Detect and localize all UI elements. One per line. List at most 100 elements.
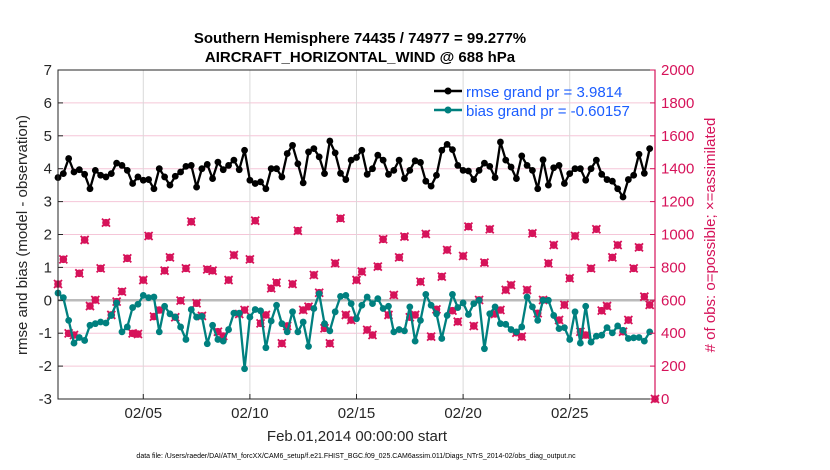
obs-assimilated-marker bbox=[399, 232, 410, 242]
rmse-point bbox=[630, 171, 638, 179]
obs-assimilated-marker bbox=[469, 321, 479, 331]
obs-assimilated-marker bbox=[90, 295, 100, 305]
rmse-point bbox=[283, 150, 291, 157]
bias-point bbox=[395, 326, 403, 333]
y2-tick-label: 600 bbox=[661, 292, 686, 309]
rmse-point bbox=[107, 170, 115, 178]
bias-point bbox=[113, 299, 121, 307]
rmse-point bbox=[385, 170, 392, 178]
bias-point bbox=[177, 323, 184, 331]
bias-point bbox=[624, 335, 632, 342]
bias-point bbox=[139, 291, 147, 299]
rmse-point bbox=[209, 175, 216, 182]
y-tick-label: 4 bbox=[44, 161, 52, 178]
x-axis-label: Feb.01,2014 00:00:00 start bbox=[267, 428, 448, 445]
rmse-point bbox=[470, 176, 478, 183]
bias-point bbox=[246, 313, 254, 321]
obs-assimilated-marker bbox=[181, 263, 191, 274]
bias-point bbox=[454, 304, 462, 311]
bias-point bbox=[582, 302, 590, 310]
rmse-point bbox=[235, 166, 243, 174]
bias-point bbox=[278, 320, 286, 328]
bias-point bbox=[342, 291, 350, 299]
rmse-point bbox=[619, 193, 627, 201]
rmse-point bbox=[91, 166, 99, 174]
obs-assimilated-marker bbox=[570, 231, 580, 241]
y2-axis-label: # of obs: o=possible; ×=assimilated bbox=[702, 118, 719, 353]
bias-point bbox=[587, 338, 595, 346]
obs-assimilated-marker bbox=[378, 234, 388, 244]
rmse-point bbox=[342, 176, 350, 183]
rmse-point bbox=[321, 170, 328, 178]
rmse-point bbox=[326, 137, 334, 145]
bias-point bbox=[358, 301, 366, 309]
bias-point bbox=[65, 316, 73, 324]
rmse-point bbox=[422, 177, 430, 185]
rmse-point bbox=[379, 156, 387, 164]
rmse-point bbox=[443, 140, 451, 148]
rmse-point bbox=[214, 158, 222, 166]
rmse-point bbox=[134, 173, 142, 181]
obs-assimilated-marker bbox=[602, 301, 612, 311]
bias-point bbox=[241, 365, 248, 373]
obs-assimilated-marker bbox=[335, 213, 346, 224]
obs-assimilated-marker bbox=[394, 252, 404, 263]
obs-assimilated-marker bbox=[522, 285, 532, 295]
obs-assimilated-marker bbox=[101, 218, 111, 228]
bias-point bbox=[560, 324, 568, 332]
rmse-point bbox=[582, 176, 590, 184]
obs-assimilated-marker bbox=[645, 300, 655, 310]
obs-assimilated-marker bbox=[373, 261, 383, 272]
rmse-point bbox=[81, 170, 89, 178]
bias-point bbox=[406, 303, 414, 311]
bias-point bbox=[411, 337, 419, 345]
obs-assimilated-marker bbox=[629, 263, 639, 274]
bias-point bbox=[353, 315, 360, 323]
obs-assimilated-marker bbox=[293, 226, 303, 236]
x-tick-label: 02/25 bbox=[551, 405, 589, 422]
rmse-point bbox=[230, 156, 238, 164]
rmse-point bbox=[219, 166, 227, 174]
rmse-point bbox=[347, 156, 355, 164]
bias-point bbox=[299, 318, 307, 326]
rmse-point bbox=[481, 159, 488, 167]
rmse-point bbox=[315, 153, 323, 161]
bias-point bbox=[363, 293, 371, 301]
obs-assimilated-marker bbox=[143, 231, 154, 241]
rmse-point bbox=[273, 165, 280, 173]
x-tick-label: 02/15 bbox=[338, 405, 376, 422]
rmse-point bbox=[502, 156, 510, 164]
rmse-point bbox=[299, 179, 307, 187]
rmse-point bbox=[123, 166, 131, 174]
bias-point bbox=[230, 309, 238, 317]
rmse-point bbox=[267, 165, 275, 173]
obs-assimilated-marker bbox=[634, 242, 644, 252]
bias-point bbox=[294, 328, 302, 336]
rmse-point bbox=[363, 170, 371, 178]
obs-assimilated-marker bbox=[207, 266, 218, 276]
rmse-point bbox=[624, 176, 632, 183]
y2-tick-label: 2000 bbox=[661, 62, 694, 79]
y-tick-label: 1 bbox=[44, 259, 52, 276]
rmse-point bbox=[603, 176, 611, 183]
obs-assimilated-marker bbox=[117, 286, 127, 297]
bias-point bbox=[630, 334, 638, 342]
axes: 0 200 400 600 800 1000 1200 1400 1600 1800 2000 -3 -… bbox=[39, 62, 695, 422]
obs-assimilated-marker bbox=[527, 228, 538, 238]
rmse-point bbox=[513, 175, 520, 182]
rmse-point bbox=[257, 178, 264, 186]
rmse-point bbox=[86, 185, 94, 193]
bias-point bbox=[470, 300, 478, 307]
rmse-point bbox=[475, 166, 483, 174]
obs-assimilated-marker bbox=[271, 278, 282, 288]
footnote: data file: /Users/raeder/DAI/ATM_forcXX/… bbox=[136, 453, 576, 460]
bias-point bbox=[97, 318, 105, 326]
rmse-point bbox=[155, 165, 163, 173]
obs-assimilated-marker bbox=[458, 251, 468, 261]
obs-assimilated-marker bbox=[138, 275, 148, 285]
rmse-point bbox=[640, 169, 648, 177]
obs-assimilated-marker bbox=[122, 253, 132, 263]
bias-point bbox=[369, 300, 376, 307]
rmse-point bbox=[497, 138, 504, 146]
rmse-point bbox=[449, 146, 456, 154]
